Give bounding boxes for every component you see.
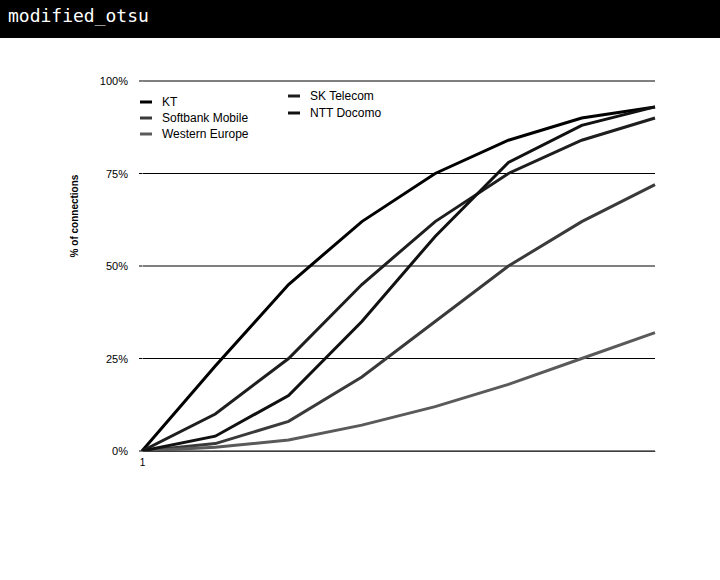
grid-line: [139, 266, 655, 267]
y-axis: 0% 25% 50% 75% 100%: [100, 75, 143, 457]
chart: modified_otsu 0% 25% 50% 75% 100% 1 % of connec…: [0, 0, 720, 580]
legend-item: SK Telecom: [288, 89, 374, 103]
banner-bg: [0, 0, 720, 38]
legend-swatch: [140, 101, 152, 104]
series-line: [142, 107, 655, 451]
banner: modified_otsu: [8, 5, 149, 26]
y-tick: 50%: [106, 260, 142, 272]
legend-label: Western Europe: [162, 127, 249, 141]
legend-item: NTT Docomo: [288, 106, 381, 120]
legend-item: Softbank Mobile: [140, 111, 248, 125]
y-axis-line: [142, 82, 143, 452]
grid-line: [139, 173, 655, 174]
y-tick: 0%: [112, 445, 142, 457]
y-tick: 25%: [106, 353, 142, 365]
y-tick-label: 25%: [106, 353, 128, 365]
x-axis: 1: [140, 451, 656, 468]
y-tick: 75%: [106, 168, 142, 180]
grid-line: [139, 81, 655, 82]
series-line: [142, 107, 655, 451]
y-tick-label: 100%: [100, 75, 128, 87]
plot: [142, 107, 655, 451]
y-tick: 100%: [100, 75, 142, 87]
x-tick: 1: [140, 451, 146, 468]
legend-swatch: [140, 117, 152, 120]
legend-label: KT: [162, 95, 178, 109]
y-tick-label: 75%: [106, 168, 128, 180]
legend-swatch: [288, 95, 300, 98]
legend-swatch: [288, 112, 300, 115]
grid: [139, 81, 655, 451]
x-axis-line: [143, 451, 656, 452]
y-label: % of connections: [69, 174, 80, 257]
legend: KT Softbank Mobile Western Europe SK Teleco…: [140, 89, 381, 141]
y-tick-label: 0%: [112, 445, 128, 457]
series-line: [142, 118, 655, 451]
y-tick-label: 50%: [106, 260, 128, 272]
legend-item: KT: [140, 95, 178, 109]
grid-line: [139, 451, 655, 452]
x-tick-label: 1: [140, 457, 146, 468]
legend-label: SK Telecom: [310, 89, 374, 103]
legend-label: Softbank Mobile: [162, 111, 248, 125]
legend-item: Western Europe: [140, 127, 249, 141]
legend-swatch: [140, 133, 152, 136]
legend-label: NTT Docomo: [310, 106, 381, 120]
